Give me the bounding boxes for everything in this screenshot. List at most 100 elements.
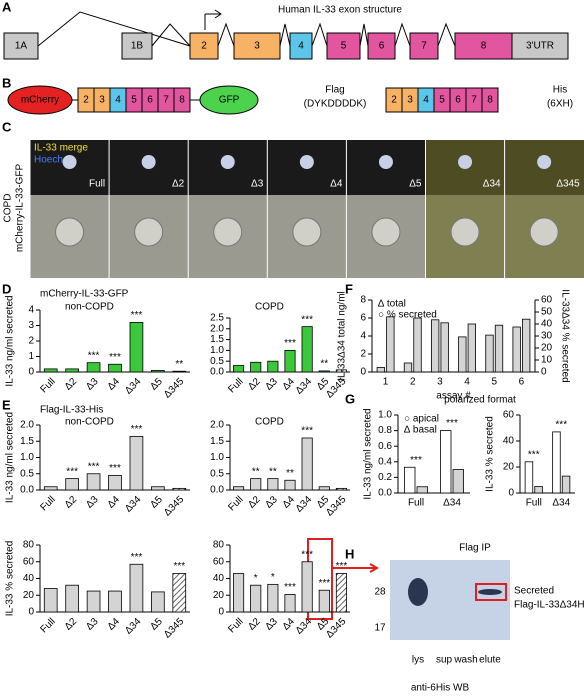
significance: ** — [269, 466, 277, 477]
bar — [335, 573, 347, 613]
x-tick-label: Full — [226, 494, 245, 513]
x-tick-label: 2 — [410, 377, 416, 388]
cell — [371, 217, 401, 247]
y-tick-label: 0 — [28, 607, 34, 618]
exon-label: 2 — [391, 95, 397, 106]
exon-label: 3'UTR — [526, 41, 554, 52]
note-frame — [511, 583, 584, 613]
bar — [267, 583, 279, 613]
exon-label: 8 — [487, 95, 493, 106]
panel-letter: C — [2, 119, 12, 134]
y-tick-label: 20 — [23, 590, 35, 601]
y-tick-label: 1 — [28, 351, 34, 362]
y-tick-label: 60 — [23, 556, 35, 567]
x-tick-label: Δ34 — [443, 498, 461, 509]
y-tick-label: 20 — [213, 590, 225, 601]
bar — [65, 478, 79, 491]
x-tick-label: Δ2 — [246, 494, 263, 511]
nucleus — [62, 155, 77, 169]
bar — [129, 563, 144, 613]
panel-title: Flag IP — [459, 543, 491, 554]
x-tick-label: Δ3 — [84, 376, 101, 393]
bar — [552, 431, 561, 494]
x-tick-label: Δ4 — [106, 616, 123, 633]
exon-label: 5 — [439, 95, 445, 106]
x-tick-label: Δ4 — [106, 494, 123, 511]
bar — [129, 321, 144, 373]
x-tick-label: Δ34 — [123, 376, 144, 397]
bar — [494, 324, 504, 373]
exon-label: 7 — [471, 95, 477, 106]
y-tick-label: 0.2 — [378, 472, 392, 483]
bar — [233, 573, 245, 613]
significance: *** — [109, 463, 121, 474]
bar — [413, 317, 422, 373]
bar — [335, 487, 347, 491]
significance: *** — [88, 350, 100, 361]
band-elute — [478, 589, 502, 595]
nucleus — [378, 155, 393, 169]
y-tick-label: 4 — [28, 305, 34, 316]
x-tick-label: Full — [39, 494, 58, 513]
x-tick-label: Δ345 — [162, 494, 187, 519]
y-tick-label: 0.0 — [20, 485, 34, 496]
image-label: Δ2 — [172, 179, 185, 190]
x-tick-label: Δ2 — [63, 494, 80, 511]
exon-label: 4 — [423, 95, 429, 106]
image-label: Δ3 — [251, 179, 264, 190]
y-axis-label: IL-33Δ34 total ng/ml — [337, 291, 348, 381]
y-tick-label: 60 — [503, 410, 515, 421]
x-tick-label: Δ345 — [162, 376, 187, 401]
bar — [65, 368, 79, 373]
significance: ** — [252, 466, 260, 477]
bar — [151, 486, 165, 491]
exon — [121, 32, 153, 60]
bar — [151, 370, 165, 373]
bar — [267, 360, 279, 373]
x-tick-label: Δ4 — [106, 376, 123, 393]
y-tick-label: 1.0 — [210, 452, 224, 463]
y-tick-label: 8 — [360, 295, 366, 306]
bar — [267, 478, 279, 491]
y-tick-label: 10 — [541, 355, 553, 366]
cell — [529, 217, 559, 247]
exon-label: 3 — [254, 41, 260, 52]
bar — [86, 362, 101, 373]
exon — [289, 32, 313, 60]
y-tick-label: 0.4 — [378, 456, 392, 467]
exon — [409, 32, 439, 60]
bar — [386, 316, 395, 373]
note: Flag-IL-33Δ34His — [514, 600, 584, 611]
callout-arrow — [355, 563, 380, 573]
cell — [292, 217, 322, 247]
x-tick-label: Δ345 — [324, 494, 349, 519]
exon — [233, 32, 281, 60]
x-tick-label: Δ34 — [123, 616, 144, 637]
panel-title: Human IL-33 exon structure — [278, 5, 402, 16]
y-tick-label: 0.5 — [210, 468, 224, 479]
panel-header: polarized format — [444, 395, 516, 406]
x-tick-label: Δ3 — [263, 616, 280, 633]
x-tick-label: Δ2 — [246, 376, 263, 393]
bar — [284, 349, 296, 373]
exon-label: 2 — [83, 95, 89, 106]
x-tick-label: Δ3 — [84, 494, 101, 511]
x-tick-label: 4 — [464, 377, 470, 388]
bar — [318, 589, 330, 613]
y-axis-label: IL-33 ng/ml secreted — [5, 412, 16, 503]
exon — [326, 32, 361, 60]
exon-label: 5 — [131, 95, 137, 106]
nucleus — [458, 155, 473, 169]
y-tick-label: 0 — [218, 607, 224, 618]
x-tick-label: Δ5 — [148, 616, 165, 633]
exon — [481, 87, 499, 113]
x-tick-label: Δ34 — [294, 376, 315, 397]
y-tick-label: 0.0 — [210, 367, 224, 378]
bar — [440, 322, 449, 373]
x-tick-label: 5 — [491, 377, 497, 388]
y-tick-label: 40 — [541, 319, 553, 330]
bar — [301, 561, 313, 613]
note: Secreted — [514, 586, 554, 597]
x-tick-label: Full — [39, 616, 58, 635]
